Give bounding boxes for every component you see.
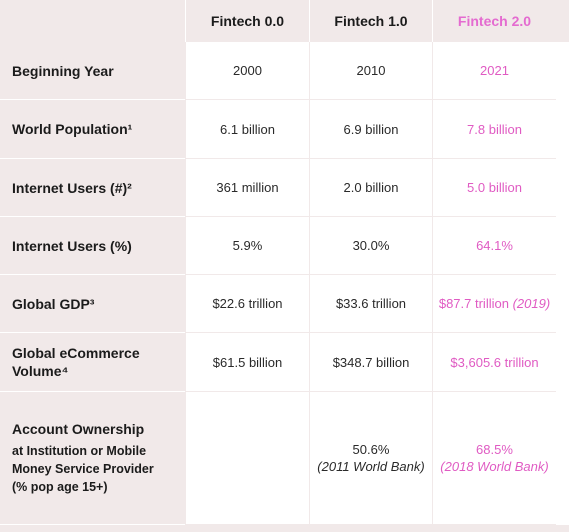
row-label-internet-users-count: Internet Users (#)² <box>0 159 185 217</box>
right-gutter <box>556 217 569 275</box>
right-gutter <box>556 100 569 159</box>
value-cell: 2000 <box>185 42 309 100</box>
value-cell: 2010 <box>309 42 432 100</box>
right-gutter <box>556 42 569 100</box>
value-cell: $87.7 trillion (2019) <box>432 275 556 333</box>
row-label-beginning-year: Beginning Year <box>0 42 185 100</box>
row-label-sub-line: at Institution or Mobile <box>12 444 147 458</box>
right-gutter <box>556 333 569 392</box>
value-cell: 64.1% <box>432 217 556 275</box>
bottom-strip <box>185 525 309 532</box>
value-cell: $33.6 trillion <box>309 275 432 333</box>
row-label-internet-users-percent: Internet Users (%) <box>0 217 185 275</box>
bottom-strip <box>0 525 185 532</box>
value-cell: 50.6% (2011 World Bank) <box>309 392 432 525</box>
value-cell: 2.0 billion <box>309 159 432 217</box>
value-cell: 6.1 billion <box>185 100 309 159</box>
right-gutter <box>556 0 569 42</box>
row-label-title: Account Ownership <box>12 421 145 437</box>
value-cell: 5.9% <box>185 217 309 275</box>
value-cell: 361 million <box>185 159 309 217</box>
value-cell: 7.8 billion <box>432 100 556 159</box>
row-label-global-ecommerce-volume: Global eCommerce Volume⁴ <box>0 333 185 392</box>
row-label-line: Volume⁴ <box>12 363 69 379</box>
right-gutter <box>556 392 569 525</box>
value-cell-empty <box>185 392 309 525</box>
value-cell: 5.0 billion <box>432 159 556 217</box>
value-cell: $348.7 billion <box>309 333 432 392</box>
source-note: (2011 World Bank) <box>317 459 425 474</box>
row-label-sub-line: Money Service Provider <box>12 462 154 476</box>
bottom-strip <box>432 525 556 532</box>
bottom-strip <box>309 525 432 532</box>
row-label-world-population: World Population¹ <box>0 100 185 159</box>
col-header-fintech-1: Fintech 1.0 <box>309 0 432 42</box>
right-gutter <box>556 159 569 217</box>
right-gutter <box>556 275 569 333</box>
bottom-strip <box>556 525 569 532</box>
value-cell: 2021 <box>432 42 556 100</box>
corner-cell <box>0 0 185 42</box>
value-cell: 68.5% (2018 World Bank) <box>432 392 556 525</box>
year-note: (2019) <box>512 296 551 311</box>
value-cell: $61.5 billion <box>185 333 309 392</box>
value-cell: 6.9 billion <box>309 100 432 159</box>
value-text: $87.7 trillion <box>438 296 509 311</box>
value-text: 68.5% <box>476 442 513 457</box>
value-text: 50.6% <box>352 442 390 457</box>
source-note: (2018 World Bank) <box>440 459 549 474</box>
value-cell: 30.0% <box>309 217 432 275</box>
row-label-sub-line: (% pop age 15+) <box>12 480 108 494</box>
col-header-fintech-2: Fintech 2.0 <box>432 0 556 42</box>
col-header-fintech-0: Fintech 0.0 <box>185 0 309 42</box>
value-cell: $22.6 trillion <box>185 275 309 333</box>
row-label-global-gdp: Global GDP³ <box>0 275 185 333</box>
row-label-line: Global eCommerce <box>12 345 140 361</box>
value-cell: $3,605.6 trillion <box>432 333 556 392</box>
row-label-account-ownership: Account Ownership at Institution or Mobi… <box>0 392 185 525</box>
